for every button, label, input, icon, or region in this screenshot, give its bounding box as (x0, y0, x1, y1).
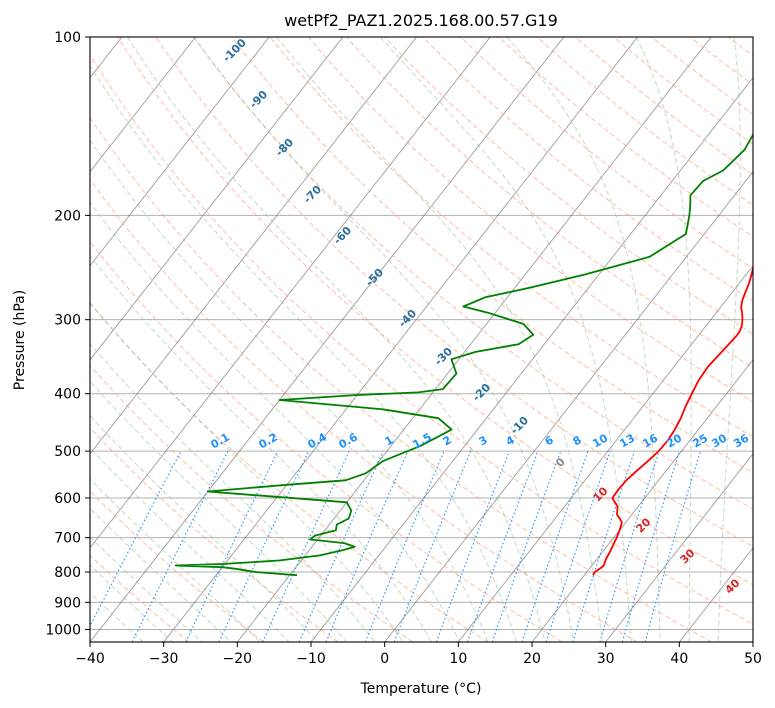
isotherm-line (90, 37, 491, 549)
mixing-ratio-line-0.6 (218, 450, 310, 642)
mixing-ratio-line-1 (262, 450, 350, 642)
y-tick-label: 700 (54, 531, 81, 547)
sounding-series (174, 132, 753, 577)
dry-adiabat-line (308, 37, 753, 403)
x-axis-ticks: −40 −30 −20 −10 0 10 20 30 40 50 (75, 642, 762, 667)
y-tick-label: 300 (54, 313, 81, 329)
dry-adiabat-line (460, 37, 753, 270)
dry-adiabat-line (613, 37, 753, 145)
mixing-ratio-line-10 (491, 450, 562, 642)
moist-adiabat-line (276, 37, 603, 642)
x-tick-label: 30 (597, 651, 615, 667)
plot-frame (89, 36, 754, 643)
moist-adiabat-line (506, 37, 661, 642)
isotherm-line (457, 265, 753, 642)
y-tick-label: 500 (54, 444, 81, 460)
y-tick-label: 400 (54, 387, 81, 403)
isotherm-line (90, 37, 196, 173)
x-tick-label: −10 (296, 651, 326, 667)
dry-adiabat-line (269, 37, 753, 438)
isotherm-line (384, 171, 753, 642)
moist-adiabat-line (126, 37, 546, 642)
moist-adiabat-line (379, 37, 632, 642)
dry-adiabat-line (90, 364, 414, 642)
mixing-ratio-line-8 (466, 450, 539, 642)
moist-adiabat-line (635, 37, 692, 642)
mixing-ratio-line-16 (545, 450, 611, 642)
temperature-trace (592, 264, 753, 576)
moist-adiabat-line (90, 507, 232, 642)
moist-adiabat-line (90, 564, 173, 642)
moist-adiabat-line (90, 415, 319, 642)
mixing-ratio-line-36 (644, 450, 701, 642)
mixing-ratio-line-2 (325, 450, 409, 642)
moist-adiabat-line (717, 37, 741, 642)
y-tick-label: 1000 (45, 622, 81, 638)
moist-adiabat-line (90, 139, 489, 642)
dry-adiabat-line (90, 427, 339, 642)
moist-adiabat-line (90, 254, 432, 642)
mixing-ratio-line-0.4 (185, 450, 279, 642)
x-tick-label: 40 (670, 651, 688, 667)
y-tick-label: 200 (54, 208, 81, 224)
moist-adiabat-line (90, 64, 517, 642)
dry-adiabat-line (384, 37, 753, 335)
mixing-ratio-line-13 (521, 450, 589, 642)
mixing-ratio-line-30 (621, 450, 681, 642)
dry-adiabat-line (90, 116, 712, 642)
y-tick-label: 800 (54, 565, 81, 581)
dry-adiabat-line (346, 37, 753, 369)
moist-adiabat-line (90, 301, 404, 642)
x-tick-label: −40 (75, 651, 105, 667)
isotherm-line (605, 453, 753, 642)
moist-adiabat-line (193, 37, 575, 642)
dry-adiabat-lines (90, 37, 753, 642)
x-axis-label: Temperature (°C) (360, 681, 482, 697)
dry-adiabat-line (117, 37, 753, 586)
x-tick-label: 20 (523, 651, 541, 667)
isotherm-line (90, 37, 270, 267)
moist-adiabat-lines (90, 37, 741, 642)
isotherm-line (90, 37, 565, 642)
y-tick-label: 900 (54, 595, 81, 611)
x-tick-label: 0 (380, 651, 389, 667)
isotherm-lines (90, 37, 753, 642)
isotherm-line (90, 37, 344, 361)
mixing-ratio-line-25 (599, 450, 660, 642)
chart-title: wetPf2_PAZ1.2025.168.00.57.G19 (284, 11, 558, 31)
y-axis-label: Pressure (hPa) (12, 290, 28, 390)
mixing-ratio-lines (90, 450, 701, 642)
moist-adiabat-line (90, 342, 376, 642)
x-tick-label: −30 (149, 651, 179, 667)
isotherm-line (236, 37, 712, 642)
moist-adiabat-line (90, 478, 261, 642)
x-tick-label: 50 (744, 651, 762, 667)
isotherm-line (163, 37, 638, 642)
mixing-ratio-line-20 (572, 450, 636, 642)
isotherm-line (90, 37, 417, 455)
x-tick-label: −20 (223, 651, 253, 667)
y-tick-label: 600 (54, 491, 81, 507)
moist-adiabat-line (90, 536, 203, 642)
dry-adiabat-line (90, 53, 753, 625)
dry-adiabat-line (155, 37, 753, 548)
moist-adiabat-line (90, 380, 347, 642)
isotherm-line (531, 359, 753, 642)
x-tick-label: 10 (449, 651, 467, 667)
dry-adiabat-line (231, 37, 753, 474)
y-axis-ticks: 100 200 300 400 500 600 700 800 900 1000 (45, 30, 90, 638)
y-tick-label: 100 (54, 30, 81, 46)
dry-adiabat-line (536, 37, 753, 206)
dry-adiabat-line (90, 302, 488, 642)
dewpoint-trace (174, 132, 753, 577)
